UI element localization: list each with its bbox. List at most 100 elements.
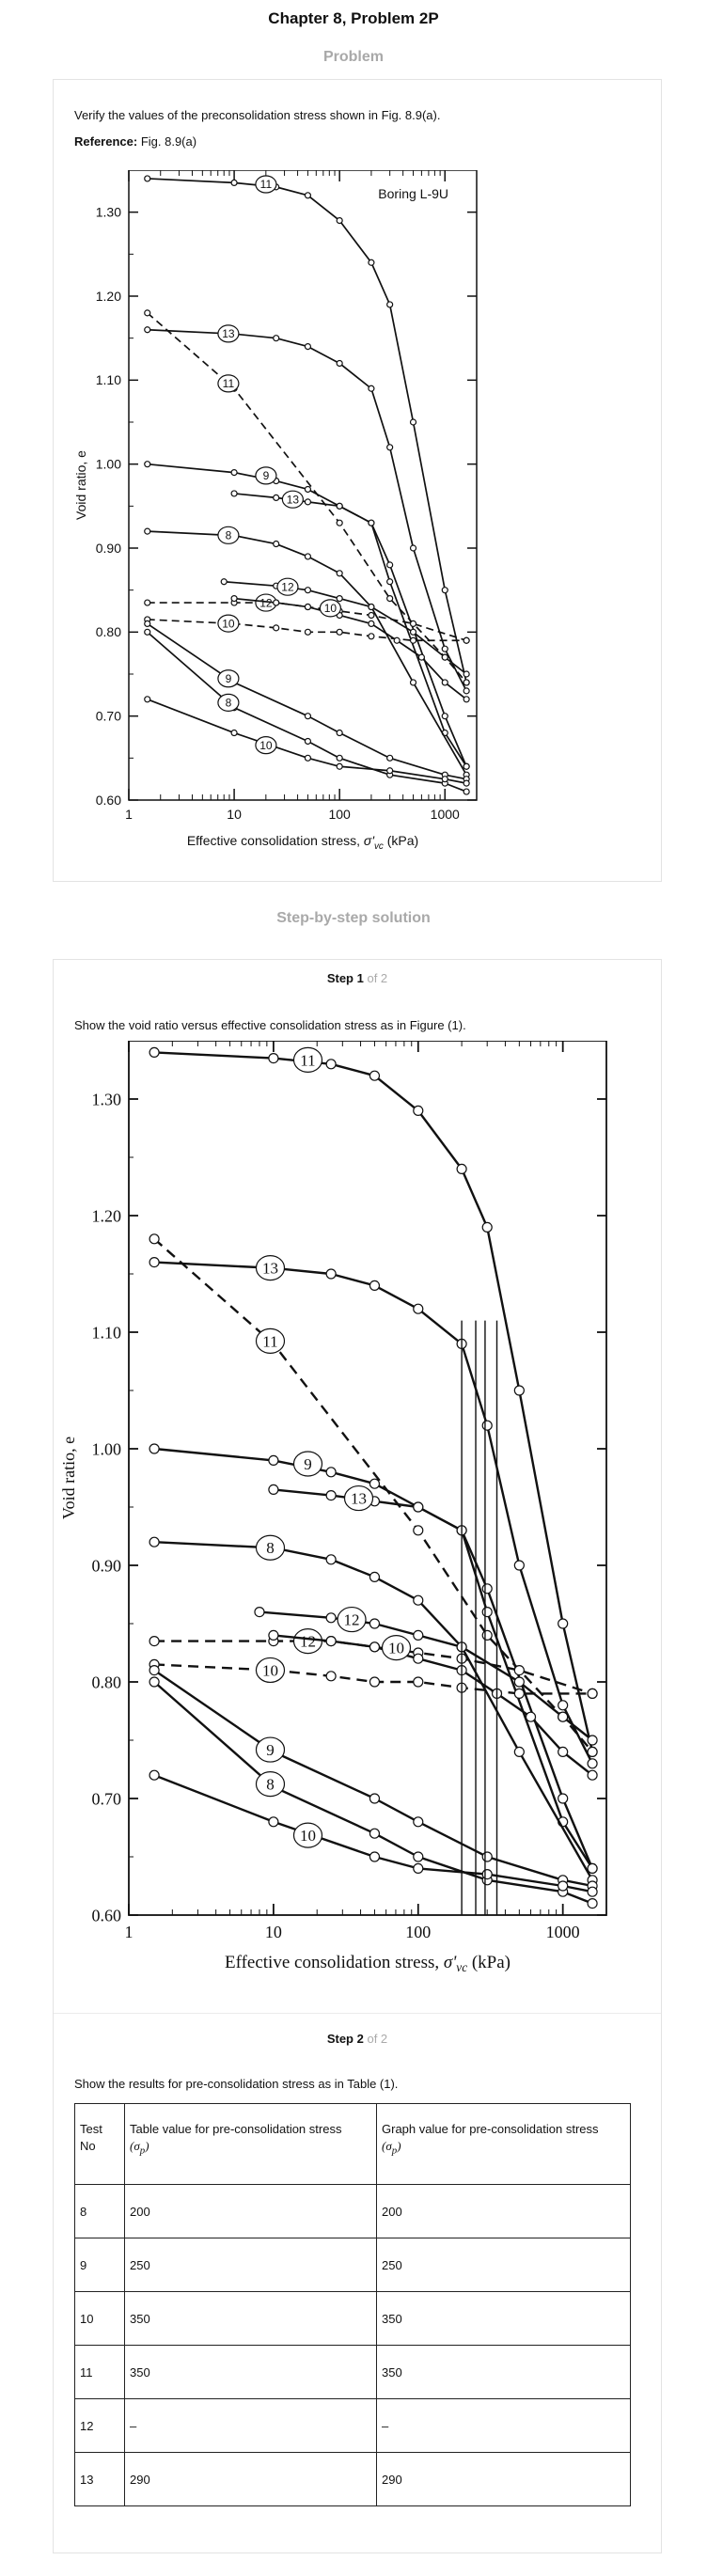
series-label-bubble [217, 526, 240, 544]
data-point [254, 1606, 265, 1618]
data-point [268, 1816, 279, 1828]
data-point [441, 776, 448, 783]
x-tick-label: 10 [227, 807, 242, 822]
cell-test: 11 [74, 2345, 125, 2399]
data-point [587, 1769, 598, 1781]
data-point [386, 561, 394, 569]
data-point [463, 679, 470, 686]
data-point [413, 1525, 424, 1536]
data-point [304, 343, 312, 351]
data-point [144, 599, 151, 606]
data-point [304, 603, 312, 611]
series-label: 8 [266, 1539, 275, 1557]
series-label: 12 [344, 1611, 360, 1629]
solution-card: Step 1 of 2 Show the void ratio versus e… [53, 959, 662, 2553]
header-table-value: Table value for pre-consolidation stress… [124, 2103, 377, 2185]
series-label: 9 [263, 469, 270, 482]
series-label: 12 [300, 1633, 316, 1651]
data-point [463, 762, 470, 770]
problem-card: Verify the values of the preconsolidatio… [53, 79, 662, 882]
data-point [368, 611, 375, 620]
series-label-bubble [319, 599, 341, 618]
series-label-bubble [217, 693, 240, 712]
step-divider [54, 2013, 661, 2014]
reference-label: Reference: [74, 134, 138, 149]
data-point [369, 1280, 381, 1291]
data-point [386, 578, 394, 586]
reference-value: Fig. 8.9(a) [140, 134, 197, 149]
series-label: 10 [259, 739, 273, 752]
series-label-bubble [255, 1657, 286, 1684]
data-point [369, 1641, 381, 1653]
cell-table-value: 350 [124, 2345, 377, 2399]
data-point [417, 653, 425, 661]
x-axis-label-main: Effective consolidation stress, [187, 833, 364, 848]
data-point [304, 498, 312, 506]
data-point [513, 1560, 525, 1571]
data-point [268, 1053, 279, 1064]
data-point [149, 1046, 160, 1058]
data-point [463, 687, 470, 695]
y-tick-label: 0.70 [96, 709, 121, 724]
data-point [304, 737, 312, 746]
data-point [149, 1664, 160, 1676]
data-point [413, 1676, 424, 1688]
data-point [304, 754, 312, 762]
series-label-bubble [292, 1046, 323, 1073]
page-title: Chapter 8, Problem 2P [268, 9, 439, 27]
y-tick-label: 1.30 [92, 1090, 122, 1108]
data-point [220, 578, 228, 586]
series-label-bubble [217, 374, 240, 393]
series-label-bubble [255, 175, 277, 194]
data-point [481, 1221, 493, 1233]
step2-text: Show the results for pre-consolidation s… [74, 2077, 399, 2091]
void-ratio-chart-original: 0.60 0.70 0.80 0.90 1.00 1.10 1.20 1.30 1 10 100 10… [73, 170, 478, 852]
data-point [268, 1454, 279, 1466]
data-point [369, 1828, 381, 1839]
series-label: 12 [259, 596, 273, 609]
series-label-bubble [255, 1255, 286, 1281]
x-tick-label: 100 [328, 807, 351, 822]
data-point [230, 179, 238, 186]
y-tick-label: 0.60 [96, 793, 121, 808]
data-point [325, 1467, 337, 1478]
data-point [149, 1443, 160, 1454]
x-tick-label: 10 [265, 1923, 282, 1941]
data-point [369, 1618, 381, 1629]
data-point [336, 570, 343, 577]
data-point [587, 1746, 598, 1758]
data-point [304, 587, 312, 594]
data-point [336, 628, 343, 636]
y-tick-label: 0.80 [92, 1673, 122, 1691]
table-row: 8 200 200 [74, 2184, 631, 2238]
data-point [273, 624, 280, 632]
data-point [409, 628, 417, 636]
data-point [304, 485, 312, 494]
data-point [230, 490, 238, 497]
step1-heading: Step 1 of 2 [54, 971, 661, 985]
series-label: 11 [262, 1332, 277, 1350]
reference-line: Reference: Fig. 8.9(a) [74, 134, 196, 149]
x-axis-label-unit: (kPa) [467, 1953, 511, 1972]
solution-label: Step-by-step solution [276, 910, 431, 926]
step2-heading: Step 2 of 2 [54, 2032, 661, 2046]
data-point [513, 1746, 525, 1758]
data-point [441, 713, 448, 720]
data-point [325, 1612, 337, 1624]
table-row: 13 290 290 [74, 2452, 631, 2506]
series-label: 10 [300, 1827, 316, 1845]
y-tick-label: 0.90 [96, 541, 121, 556]
series-label: 13 [222, 327, 235, 340]
data-point [413, 1501, 424, 1513]
data-point [144, 175, 151, 182]
table-row: 12– – [74, 2398, 631, 2453]
data-point [463, 696, 470, 703]
series-label: 11 [300, 1051, 315, 1069]
cell-graph-value: 290 [376, 2452, 631, 2506]
table-row: 9 250 250 [74, 2238, 631, 2292]
data-point [456, 1163, 467, 1174]
void-ratio-chart-solution: 0.60 0.70 0.80 0.90 1.00 1.10 1.20 1.30 1 10 100 10… [59, 1041, 607, 1974]
series-line-11 [147, 312, 467, 683]
series-label-bubble [255, 466, 277, 485]
y-tick-label: 1.20 [96, 289, 121, 304]
